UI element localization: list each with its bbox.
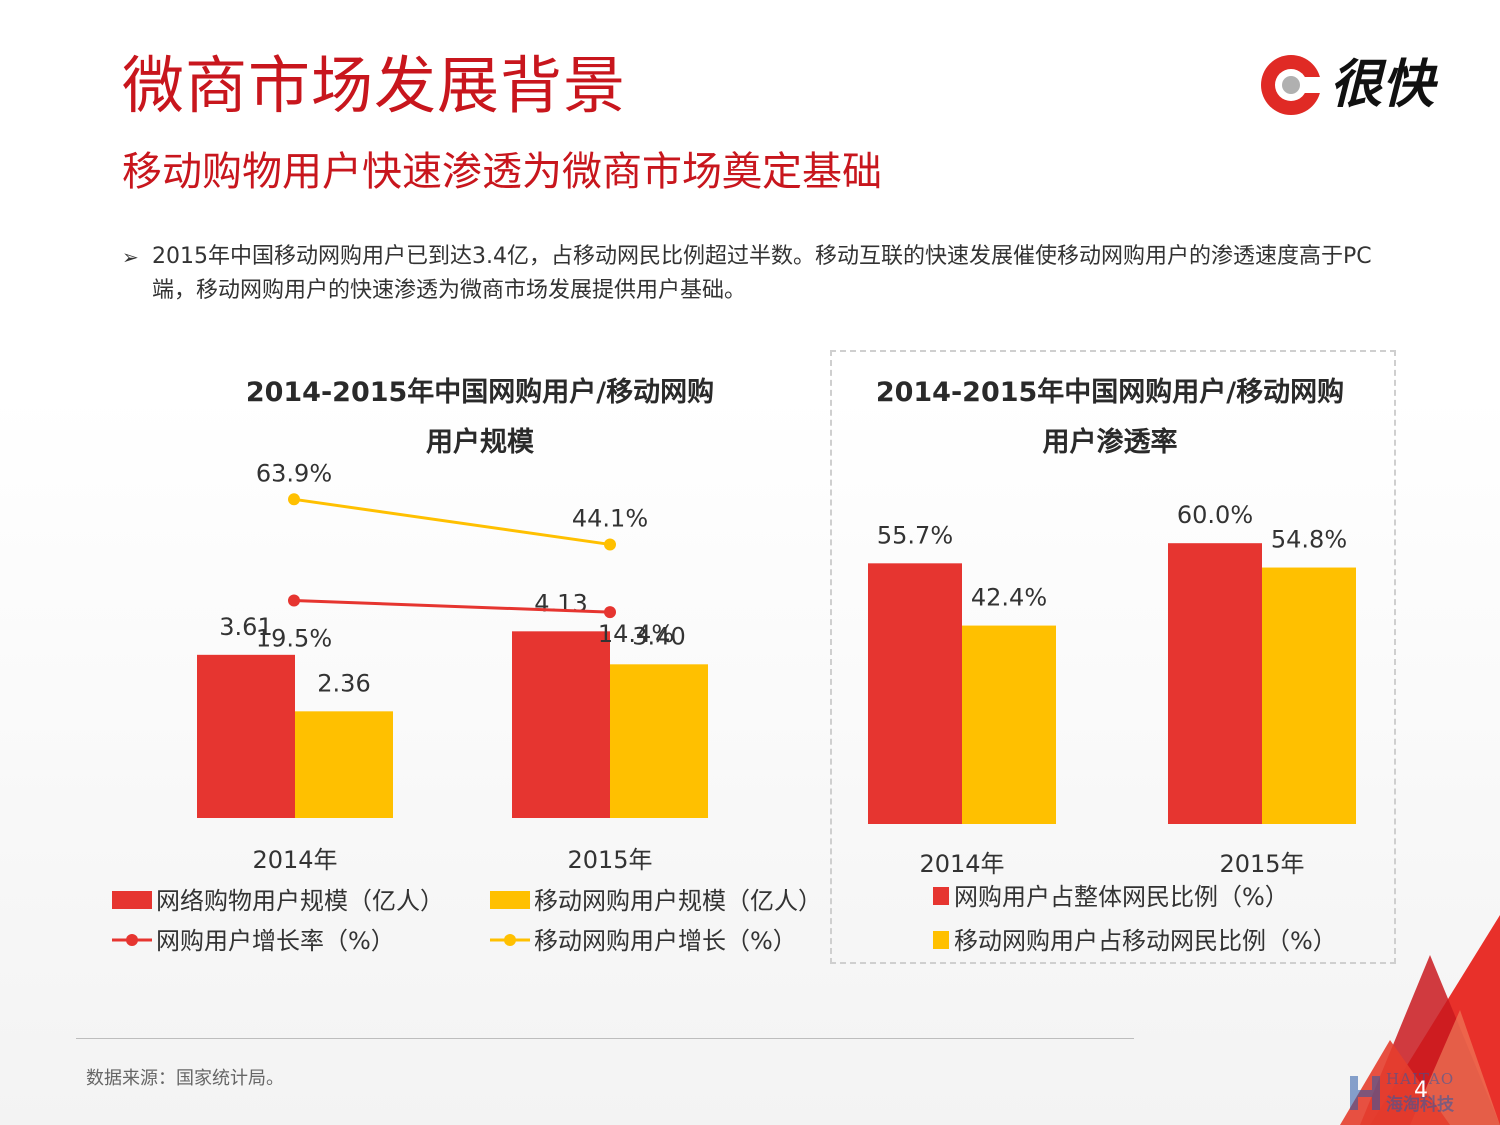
legend-swatch: [490, 891, 530, 909]
bar-value-label: 2.36: [317, 669, 370, 697]
legend-label: 网购用户增长率（%）: [156, 927, 395, 955]
growth-line-total: [293, 599, 611, 614]
category-label: 2015年: [567, 846, 652, 874]
bar-mobile-0: [295, 711, 393, 818]
chart2-title: 2014-2015年中国网购用户/移动网购 用户渗透率: [820, 368, 1400, 468]
bar-overall-1: [1168, 543, 1262, 824]
bar-value-label: 60.0%: [1177, 501, 1253, 529]
arrow-bullet-icon: ➢: [122, 245, 139, 269]
chart2-title-line2: 用户渗透率: [1042, 427, 1178, 458]
legend-label: 移动网购用户增长（%）: [534, 927, 797, 955]
category-label: 2014年: [919, 850, 1004, 878]
growth-point: [288, 493, 300, 506]
growth-value-label: 14.4%: [598, 620, 674, 648]
legend-swatch: [112, 891, 152, 909]
chart1-svg: 3.61 2.36 2014年 4.13 3.40 2015年 19.5% 14.4% 63.9…: [112, 459, 822, 955]
bar-value-label: 3.40: [632, 622, 685, 650]
legend-line-marker: [504, 934, 516, 946]
bar-mobile-1: [1262, 567, 1356, 824]
legend-label: 移动网购用户规模（亿人）: [534, 887, 822, 915]
growth-value-label: 19.5%: [256, 625, 332, 653]
legend-label: 网络购物用户规模（亿人）: [156, 887, 444, 915]
watermark: HAITAO 海淘科技: [1326, 1068, 1466, 1115]
chart-frame: [830, 350, 1396, 964]
legend-line-marker: [126, 934, 138, 946]
category-label: 2014年: [252, 846, 337, 874]
legend-swatch: [933, 887, 949, 905]
category-label: 2015年: [1219, 850, 1304, 878]
bar-value-label: 42.4%: [971, 584, 1047, 612]
watermark-h-icon: [1350, 1076, 1380, 1110]
watermark-cn: 海淘科技: [1386, 1095, 1454, 1115]
growth-point: [288, 594, 300, 607]
bar-total-1: [512, 631, 610, 818]
chart1-title: 2014-2015年中国网购用户/移动网购 用户规模: [180, 368, 780, 468]
chart1-title-line2: 用户规模: [426, 427, 534, 458]
legend-label: 网购用户占整体网民比例（%）: [954, 883, 1289, 911]
chart1-title-line1: 2014-2015年中国网购用户/移动网购: [245, 377, 715, 408]
chart2-title-line1: 2014-2015年中国网购用户/移动网购: [875, 377, 1345, 408]
growth-value-label: 63.9%: [256, 459, 332, 487]
growth-value-label: 44.1%: [572, 504, 648, 532]
chart2-svg: 55.7% 42.4% 2014年 60.0% 54.8% 2015年网购用户占整体网民比…: [868, 501, 1356, 955]
bar-value-label: 54.8%: [1271, 526, 1347, 554]
watermark-en: HAITAO: [1386, 1070, 1455, 1088]
legend-swatch: [933, 931, 949, 949]
logo-circle-icon: [1261, 55, 1325, 115]
growth-point: [604, 606, 616, 619]
growth-point: [604, 538, 616, 551]
logo-text: 很快: [1330, 55, 1435, 115]
bar-mobile-1: [610, 664, 708, 818]
legend-label: 移动网购用户占移动网民比例（%）: [954, 927, 1337, 955]
bar-value-label: 4.13: [534, 589, 587, 617]
footer-divider: [76, 1038, 1134, 1039]
summary-bullet: ➢ 2015年中国移动网购用户已到达3.4亿，占移动网民比例超过半数。移动互联的…: [122, 240, 1412, 308]
bar-value-label: 3.61: [219, 613, 272, 641]
bar-overall-0: [868, 563, 962, 824]
summary-text: 2015年中国移动网购用户已到达3.4亿，占移动网民比例超过半数。移动互联的快速…: [152, 244, 1372, 303]
brand-logo: 很快: [1258, 50, 1448, 120]
bar-mobile-0: [962, 625, 1056, 824]
bar-total-0: [197, 654, 295, 818]
page-subtitle: 移动购物用户快速渗透为微商市场奠定基础: [122, 149, 882, 195]
growth-line-mobile: [293, 497, 611, 546]
bar-value-label: 55.7%: [877, 521, 953, 549]
page-number: 4: [1414, 1078, 1428, 1103]
decor-triangles: [1340, 915, 1500, 1125]
data-source: 数据来源：国家统计局。: [86, 1068, 284, 1089]
page-title: 微商市场发展背景: [122, 49, 627, 122]
